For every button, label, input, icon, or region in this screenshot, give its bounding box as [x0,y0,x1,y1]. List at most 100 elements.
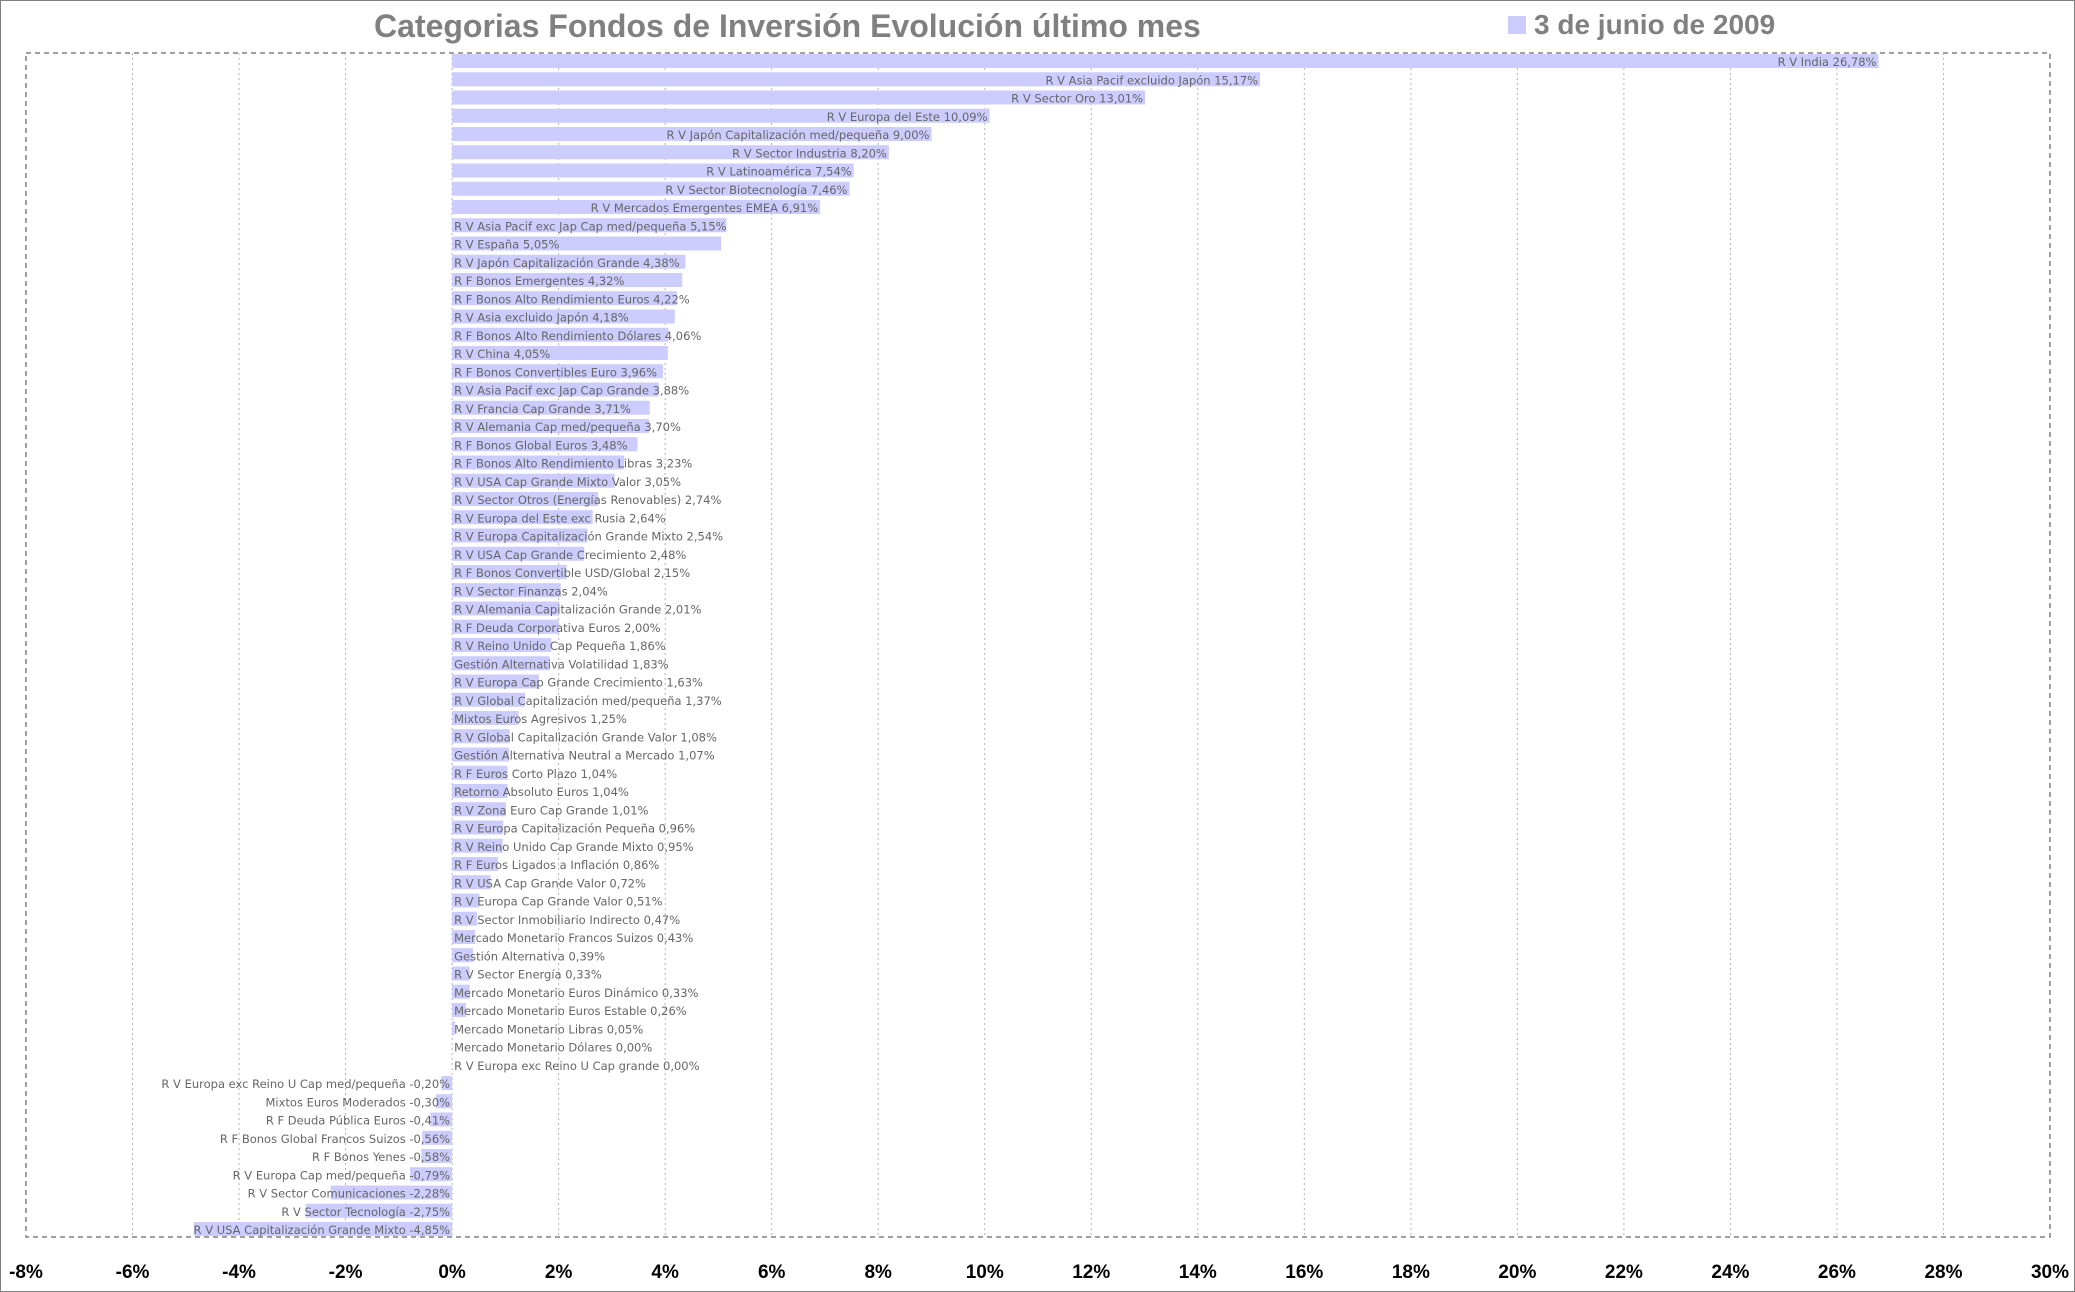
x-tick-label: 20% [1498,1262,1536,1283]
legend: 3 de junio de 2009 [1508,9,1775,41]
bar [422,1130,453,1145]
bar-label: R V Asia Pacif excluido Japón 15,17% [1045,73,1258,87]
bar-label: R V Asia Pacif exc Jap Cap med/pequeña 5… [454,219,727,233]
bar [452,930,476,944]
x-tick-label: 4% [651,1262,679,1283]
bar [452,473,615,488]
bar-label: R F Euros Ligados a Inflación 0,86% [454,858,659,872]
x-tick-label: 18% [1392,1262,1430,1283]
bar-label: R V Reino Unido Cap Grande Mixto 0,95% [454,840,694,854]
x-tick-label: 8% [864,1262,892,1283]
bar-label: Mercado Monetario Libras 0,05% [454,1022,643,1036]
bar-label: R F Deuda Pública Euros -0,41% [266,1114,450,1128]
bar [452,72,1261,87]
bar-label: R V USA Cap Grande Valor 0,72% [454,876,646,890]
bar-label: R F Bonos Convertible USD/Global 2,15% [454,566,690,580]
bar [452,90,1146,105]
bar-label: R F Bonos Emergentes 4,32% [454,274,624,288]
bar [452,528,588,543]
bar-label: R F Bonos Convertibles Euro 3,96% [454,365,657,379]
x-tick-label: -6% [116,1262,150,1283]
bar [452,309,675,324]
bar-label: R V Alemania Capitalización Grande 2,01% [454,603,701,617]
bar-label: R V Latinoamérica 7,54% [706,165,852,179]
bar [452,254,686,269]
bar-label: R V Europa del Este 10,09% [827,110,988,124]
bar [452,145,889,160]
x-tick-label: 26% [1818,1262,1856,1283]
x-tick-label: 24% [1711,1262,1749,1283]
bar [452,911,478,926]
bar-label: R V Europa exc Reino U Cap grande 0,00% [454,1059,700,1073]
bar-label: R V Sector Finanzas 2,04% [454,584,608,598]
bar-label: R V Global Capitalización med/pequeña 1,… [454,694,722,708]
bar [452,492,599,506]
bar [305,1203,453,1218]
bar [452,327,669,342]
bar [452,291,677,306]
bar [452,601,560,616]
x-tick-label: 2% [545,1262,573,1283]
bar [452,875,491,890]
bar-label: R V Sector Industria 8,20% [732,146,887,160]
bar [452,510,593,525]
bar-label: R V Zona Euro Cap Grande 1,01% [454,803,648,817]
bar [452,364,664,379]
bar-label: R V Reino Unido Cap Pequeña 1,86% [454,639,666,653]
bar-label: R V Japón Capitalización Grande 4,38% [454,256,680,270]
bar-label: R V España 5,05% [454,238,559,252]
bar-label: Gestión Alternativa Volatilidad 1,83% [454,657,669,671]
bar [452,437,638,452]
x-tick-label: 14% [1179,1262,1217,1283]
bar [452,729,510,744]
bar-label: R V Europa Capitalización Pequeña 0,96% [454,822,695,836]
bar [452,382,659,397]
x-tick-label: 30% [2031,1262,2069,1283]
bar [452,236,722,251]
bar-label: Mercado Monetario Euros Dinámico 0,33% [454,986,698,1000]
bar [452,619,559,634]
bar [452,583,561,598]
bar [421,1149,453,1163]
bar-label: R V Sector Biotecnología 7,46% [665,183,847,197]
bar-label: R V Sector Energía 0,33% [454,968,602,982]
bar-label: R V Europa Cap Grande Crecimiento 1,63% [454,676,703,690]
bar-label: R F Euros Corto Plazo 1,04% [454,767,617,781]
x-tick-label: 12% [1072,1262,1110,1283]
bar [452,273,683,287]
bar [193,1222,453,1236]
bar [410,1167,453,1182]
bar [452,218,727,233]
bar [452,565,567,579]
x-tick-label: 0% [438,1262,466,1283]
bar-label: R F Bonos Global Francos Suizos -0,56% [220,1132,450,1146]
legend-swatch [1508,16,1526,34]
bar-label: R V Europa Cap Grande Valor 0,51% [454,895,663,909]
bar-label: R V Sector Comunicaciones -2,28% [248,1187,451,1201]
bar [452,108,990,123]
bar-label: Mercado Monetario Dólares 0,00% [454,1041,652,1055]
bar-label: Gestión Alternativa 0,39% [454,949,605,963]
x-tick-label: -2% [329,1262,363,1283]
x-tick-label: -8% [9,1262,43,1283]
bar [452,419,650,433]
plot-area-border [25,52,2051,1238]
bar-label: R V Japón Capitalización med/pequeña 9,0… [666,128,929,142]
x-tick-label: 28% [1924,1262,1962,1283]
bar-label: R V Europa exc Reino U Cap med/pequeña -… [161,1077,450,1091]
x-tick-label: 16% [1285,1262,1323,1283]
bar-label: R V Europa Cap med/pequeña -0,79% [233,1168,451,1182]
bar [452,400,650,415]
bar [452,784,508,798]
bar [452,820,504,835]
bar [452,984,470,999]
bar [452,127,932,141]
bar-label: R F Deuda Corporativa Euros 2,00% [454,621,661,635]
bar [441,1076,453,1090]
bar-label: R V Sector Oro 13,01% [1011,92,1143,106]
bar [452,455,625,470]
bar-label: Gestión Alternativa Neutral a Mercado 1,… [454,749,715,763]
bar-label: R V Global Capitalización Grande Valor 1… [454,730,717,744]
bar-label: Mercado Monetario Francos Suizos 0,43% [454,931,693,945]
bar [452,546,585,561]
